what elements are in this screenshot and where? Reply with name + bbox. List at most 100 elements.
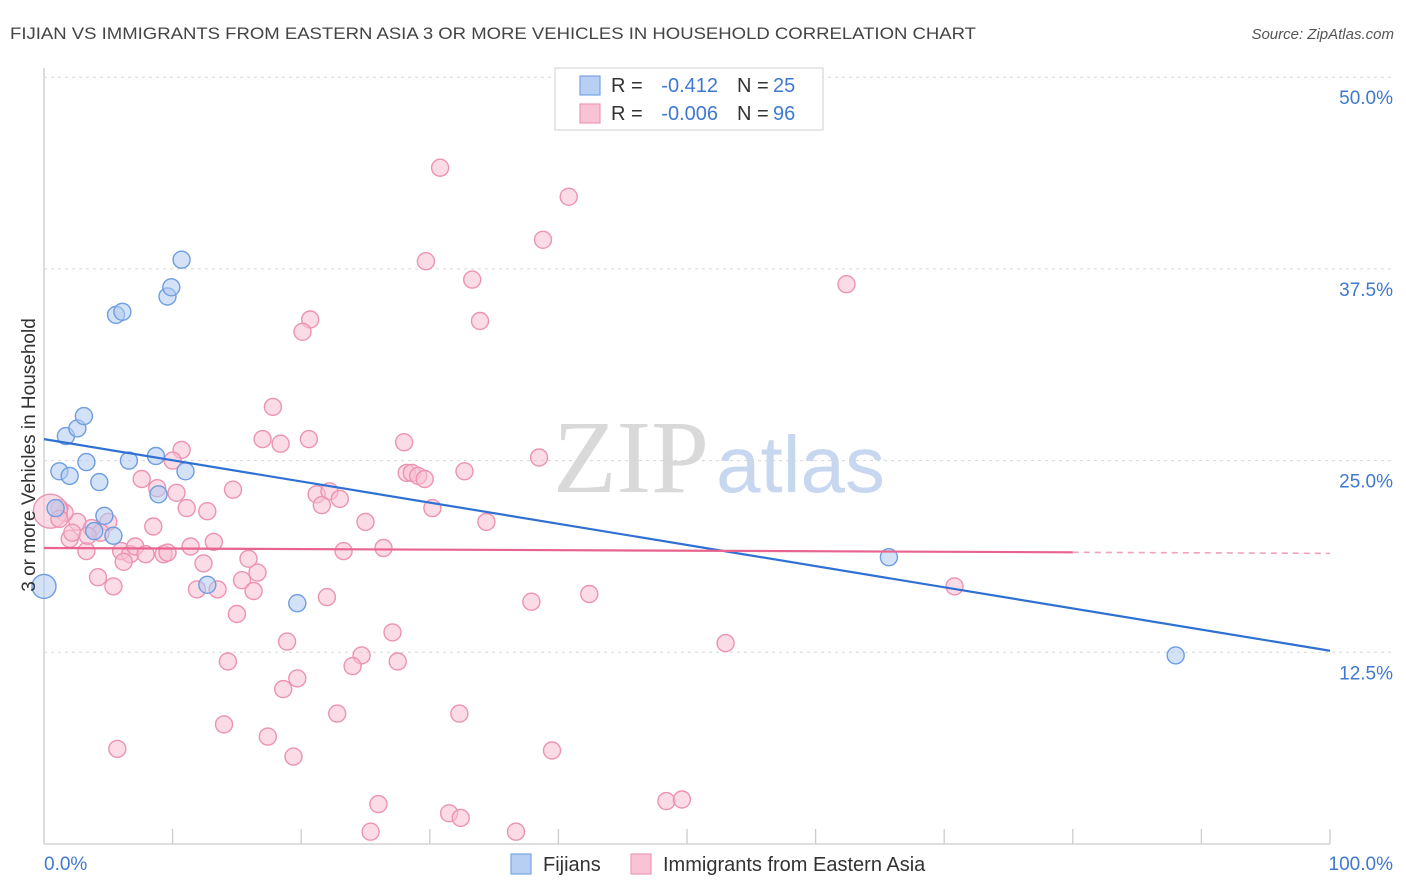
- immigrants-from-eastern-asia-point: [463, 270, 482, 289]
- immigrants-from-eastern-asia-point: [716, 633, 735, 653]
- immigrants-from-eastern-asia-point: [77, 541, 96, 561]
- immigrants-from-eastern-asia-point: [657, 791, 676, 811]
- immigrants-swatch: [579, 103, 601, 124]
- immigrants-from-eastern-asia-point: [299, 429, 319, 449]
- fijians-swatch: [579, 75, 601, 96]
- immigrants-from-eastern-asia-point: [522, 592, 541, 611]
- watermark: ZIP atlas: [553, 400, 885, 515]
- legend-immigrants-swatch: [630, 853, 652, 875]
- fijians-point: [162, 278, 181, 297]
- immigrants-from-eastern-asia-point: [132, 469, 151, 489]
- immigrants-from-eastern-asia-point: [223, 480, 243, 499]
- immigrants-from-eastern-asia-point: [455, 462, 474, 481]
- immigrants-from-eastern-asia-point: [383, 623, 402, 642]
- fijians-r-value: -0.412: [661, 75, 718, 97]
- fijians-point: [104, 526, 123, 545]
- immigrants-from-eastern-asia-point: [177, 498, 196, 518]
- immigrants-r-label: R =: [611, 103, 643, 125]
- source-credit: Source: ZipAtlas.com: [1251, 26, 1394, 43]
- immigrants-from-eastern-asia-point: [214, 715, 234, 734]
- immigrants-from-eastern-asia-point: [258, 727, 277, 746]
- watermark-atlas: atlas: [716, 420, 885, 509]
- immigrants-from-eastern-asia-point: [328, 704, 347, 723]
- immigrants-from-eastern-asia-point: [104, 577, 123, 596]
- immigrants-from-eastern-asia-point: [198, 502, 217, 521]
- immigrants-from-eastern-asia-point: [253, 429, 272, 449]
- immigrants-from-eastern-asia-point: [529, 448, 549, 467]
- fijians-point: [176, 462, 195, 481]
- tick-labels: 50.0% 37.5% 25.0% 12.5% 0.0% 100.0%: [44, 88, 1393, 875]
- immigrants-from-eastern-asia-point: [415, 469, 434, 489]
- immigrants-from-eastern-asia-point: [136, 545, 155, 564]
- legend-fijians-swatch: [510, 853, 532, 875]
- immigrants-from-eastern-asia-point: [334, 541, 353, 561]
- immigrants-from-eastern-asia-point: [277, 632, 297, 651]
- immigrants-from-eastern-asia-point: [945, 577, 964, 596]
- x-tick-label: 100.0%: [1329, 854, 1394, 875]
- immigrants-from-eastern-asia-point: [144, 517, 163, 536]
- fijians-point: [1166, 646, 1185, 665]
- immigrants-from-eastern-asia-point: [218, 652, 238, 671]
- immigrants-from-eastern-asia-point: [271, 434, 290, 453]
- immigrants-from-eastern-asia-trend-line: [43, 546, 1073, 554]
- immigrants-from-eastern-asia-point: [204, 532, 224, 552]
- fijians-n-value: 25: [773, 75, 795, 97]
- immigrants-from-eastern-asia-point: [394, 433, 414, 452]
- fijians-point: [90, 472, 109, 492]
- immigrants-from-eastern-asia-point: [356, 512, 375, 532]
- immigrants-from-eastern-asia-point: [470, 311, 490, 331]
- fijians-point: [113, 302, 132, 321]
- fijians-point: [60, 466, 79, 486]
- immigrants-from-eastern-asia-point: [63, 523, 82, 542]
- immigrants-from-eastern-asia-point: [108, 739, 127, 759]
- series-legend: Fijians Immigrants from Eastern Asia: [510, 853, 926, 876]
- immigrants-from-eastern-asia-point: [343, 656, 362, 676]
- immigrants-from-eastern-asia-point: [293, 322, 312, 341]
- fijians-point: [95, 506, 114, 525]
- immigrants-from-eastern-asia-point: [194, 554, 213, 573]
- immigrants-from-eastern-asia-point: [167, 483, 186, 502]
- immigrants-from-eastern-asia-point: [330, 489, 349, 509]
- immigrants-n-label: N =: [737, 103, 769, 125]
- fijians-point: [172, 250, 191, 269]
- fijians-point: [84, 521, 104, 541]
- immigrants-from-eastern-asia-point: [559, 187, 578, 207]
- fijians-point: [879, 548, 899, 567]
- trend-lines: [43, 438, 1331, 652]
- immigrants-from-eastern-asia-point: [477, 512, 496, 532]
- stats-legend: R = -0.412 N = 25 R = -0.006 N = 96: [554, 67, 824, 131]
- immigrants-from-eastern-asia-point: [388, 652, 407, 671]
- immigrants-from-eastern-asia-point: [288, 669, 307, 688]
- legend-immigrants-label: Immigrants from Eastern Asia: [663, 854, 926, 876]
- legend-fijians-label: Fijians: [543, 854, 601, 876]
- immigrants-from-eastern-asia-point: [672, 790, 692, 809]
- immigrants-from-eastern-asia-point: [506, 822, 526, 841]
- immigrants-from-eastern-asia-point: [239, 549, 258, 568]
- fijians-point: [149, 485, 168, 504]
- immigrants-from-eastern-asia-point: [374, 538, 393, 558]
- immigrants-r-value: -0.006: [661, 103, 718, 125]
- immigrants-from-eastern-asia-point: [317, 587, 337, 607]
- immigrants-from-eastern-asia-trend-extension: [1072, 551, 1331, 555]
- immigrants-from-eastern-asia-point: [542, 741, 562, 760]
- scatter-points: [31, 158, 1185, 841]
- immigrants-from-eastern-asia-point: [416, 252, 436, 271]
- immigrants-from-eastern-asia-point: [451, 808, 470, 828]
- immigrants-from-eastern-asia-point: [158, 543, 177, 562]
- immigrants-from-eastern-asia-point: [533, 230, 553, 250]
- immigrants-from-eastern-asia-point: [227, 604, 247, 624]
- y-tick-label: 12.5%: [1339, 663, 1393, 684]
- fijians-point: [198, 575, 217, 594]
- y-tick-label: 37.5%: [1339, 280, 1393, 301]
- immigrants-from-eastern-asia-point: [312, 495, 331, 515]
- fijians-point: [74, 406, 94, 426]
- immigrants-from-eastern-asia-point: [369, 794, 388, 814]
- immigrants-from-eastern-asia-point: [430, 158, 450, 177]
- immigrants-from-eastern-asia-point: [181, 537, 200, 556]
- fijians-trend-line: [43, 438, 1331, 652]
- immigrants-from-eastern-asia-point: [450, 704, 469, 723]
- fijians-r-label: R =: [611, 75, 643, 97]
- immigrants-from-eastern-asia-point: [263, 397, 283, 417]
- watermark-zip: ZIP: [553, 400, 709, 515]
